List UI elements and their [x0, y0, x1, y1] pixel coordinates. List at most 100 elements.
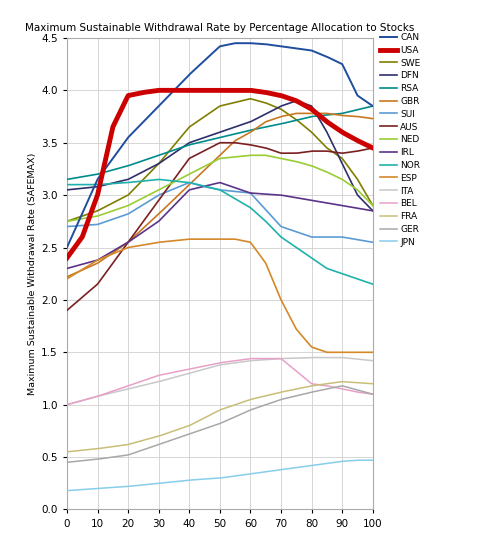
CAN	[323, 53, 329, 60]
NED	[252, 152, 258, 159]
RSA	[64, 176, 70, 183]
JPN	[251, 470, 257, 476]
IRL	[370, 208, 376, 214]
CAN	[64, 244, 70, 251]
JPN	[65, 487, 71, 494]
BEL	[370, 391, 376, 397]
IRL	[246, 189, 252, 196]
ITA	[370, 357, 376, 364]
RSA	[341, 109, 347, 116]
NED	[248, 152, 254, 159]
IRL	[217, 179, 222, 186]
NED	[65, 218, 71, 224]
AUS	[247, 141, 253, 148]
FRA	[245, 397, 251, 404]
GBR	[64, 274, 70, 280]
IRL	[323, 199, 329, 206]
GBR	[342, 112, 348, 119]
CAN	[247, 40, 253, 47]
ITA	[64, 402, 70, 408]
SWE	[245, 96, 251, 102]
NOR	[247, 204, 253, 211]
IRL	[342, 203, 348, 209]
Line: GER: GER	[67, 386, 373, 462]
Line: BEL: BEL	[67, 359, 373, 405]
ESP	[370, 349, 376, 356]
SUI	[342, 234, 348, 241]
Line: ESP: ESP	[67, 239, 373, 352]
DFN	[342, 166, 348, 173]
JPN	[246, 471, 252, 478]
BEL	[342, 386, 348, 393]
FRA	[65, 448, 71, 455]
FRA	[342, 379, 348, 385]
Line: SUI: SUI	[67, 183, 373, 242]
NOR	[156, 176, 162, 183]
GBR	[251, 126, 257, 133]
USA	[65, 253, 71, 260]
ESP	[187, 236, 193, 242]
SWE	[323, 144, 329, 150]
Line: DFN: DFN	[67, 101, 373, 211]
GER	[342, 383, 348, 390]
DFN	[65, 186, 71, 193]
NOR	[64, 182, 70, 188]
BEL	[245, 356, 251, 362]
NED	[342, 178, 348, 185]
DFN	[323, 127, 329, 133]
Line: FRA: FRA	[67, 382, 373, 452]
SUI	[247, 190, 253, 196]
IRL	[65, 265, 71, 272]
ESP	[323, 349, 329, 355]
GER	[339, 383, 345, 389]
Line: IRL: IRL	[67, 183, 373, 268]
NOR	[342, 272, 348, 278]
DFN	[251, 117, 257, 123]
DFN	[293, 98, 299, 104]
SWE	[370, 202, 376, 209]
GBR	[294, 110, 300, 117]
GER	[65, 459, 71, 466]
Legend: CAN, USA, SWE, DFN, RSA, GBR, SUI, AUS, NED, IRL, NOR, ESP, ITA, BEL, FRA, GER, : CAN, USA, SWE, DFN, RSA, GBR, SUI, AUS, …	[380, 33, 421, 247]
NOR	[252, 209, 258, 215]
BEL	[248, 356, 254, 362]
ESP	[252, 246, 258, 252]
ITA	[251, 357, 257, 364]
GER	[245, 408, 251, 414]
AUS	[246, 141, 252, 148]
SUI	[246, 190, 252, 196]
RSA	[251, 126, 257, 133]
FRA	[370, 380, 376, 387]
GER	[64, 459, 70, 466]
AUS	[217, 139, 223, 146]
CAN	[246, 40, 252, 47]
USA	[370, 145, 376, 151]
AUS	[342, 150, 348, 156]
SUI	[65, 223, 71, 230]
ITA	[342, 354, 348, 361]
ITA	[310, 354, 315, 361]
NED	[64, 218, 70, 224]
ITA	[246, 358, 252, 364]
USA	[252, 88, 258, 94]
USA	[156, 87, 162, 94]
RSA	[322, 112, 327, 119]
ITA	[245, 358, 251, 364]
SUI	[370, 239, 376, 246]
CAN	[65, 242, 71, 248]
GBR	[323, 110, 329, 117]
SUI	[64, 223, 70, 230]
NOR	[370, 281, 376, 287]
SWE	[64, 218, 70, 224]
IRL	[64, 265, 70, 272]
JPN	[64, 487, 70, 494]
IRL	[247, 190, 253, 196]
NOR	[246, 204, 252, 210]
GER	[251, 405, 257, 412]
AUS	[64, 307, 70, 314]
CAN	[252, 40, 258, 47]
Title: Maximum Sustainable Withdrawal Rate by Percentage Allocation to Stocks: Maximum Sustainable Withdrawal Rate by P…	[25, 23, 414, 33]
DFN	[370, 208, 376, 214]
USA	[246, 87, 252, 94]
Line: CAN: CAN	[67, 43, 373, 248]
